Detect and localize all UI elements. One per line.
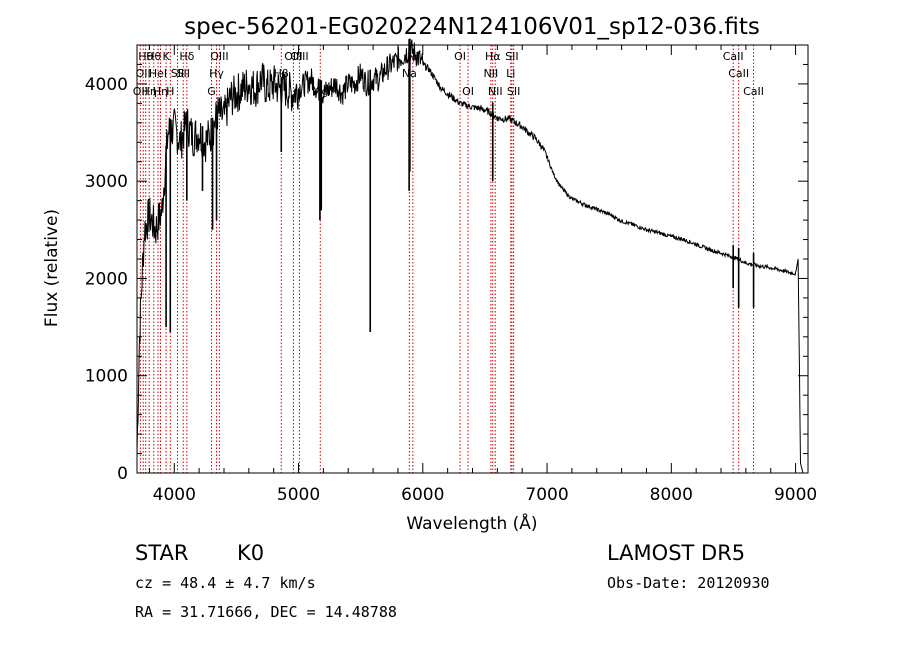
line-marker-label: H xyxy=(166,85,174,98)
line-marker-label: OII xyxy=(136,67,151,80)
line-marker-label: NII xyxy=(488,85,503,98)
line-marker-label: Hδ xyxy=(179,50,194,63)
line-marker-label: CaII xyxy=(728,67,749,80)
object-subclass: K0 xyxy=(237,541,265,565)
x-tick-label: 9000 xyxy=(774,485,817,505)
line-marker-label: Hγ xyxy=(209,67,224,80)
x-tick-label: 7000 xyxy=(525,485,568,505)
line-marker-label: OI xyxy=(454,50,466,63)
line-marker-label: CaII xyxy=(723,50,744,63)
y-tick-label: 4000 xyxy=(85,75,128,95)
obs-date-text: Obs-Date: 20120930 xyxy=(607,574,770,592)
line-marker-label: SII xyxy=(176,67,189,80)
line-marker-label: NII xyxy=(484,67,499,80)
line-marker-label: HeI xyxy=(149,67,167,80)
x-axis-label: Wavelength (Å) xyxy=(406,512,537,534)
x-tick-label: 6000 xyxy=(401,485,444,505)
line-marker-label: K xyxy=(162,50,170,63)
y-axis: 0 1000 2000 3000 4000 xyxy=(85,44,808,484)
line-marker-label: G xyxy=(207,85,216,98)
spectrum-line xyxy=(136,39,804,474)
x-tick-label: 5000 xyxy=(277,485,320,505)
line-marker-label: CaII xyxy=(743,85,764,98)
line-marker-label: Hη xyxy=(153,85,168,98)
chart-title: spec-56201-EG020224N124106V01_sp12-036.f… xyxy=(184,14,760,40)
line-marker-label: SII xyxy=(507,85,520,98)
y-tick-label: 1000 xyxy=(85,367,128,387)
y-tick-label: 2000 xyxy=(85,269,128,289)
line-marker-label: OI xyxy=(462,85,474,98)
redshift-text: cz = 48.4 ± 4.7 km/s xyxy=(135,574,316,592)
absorption-lines xyxy=(165,38,755,332)
line-marker-label: Li xyxy=(506,67,515,80)
survey-name: LAMOST DR5 xyxy=(607,541,746,565)
line-marker-label: Hθ xyxy=(138,50,153,63)
line-marker-label: Hα xyxy=(485,50,501,63)
y-tick-label: 3000 xyxy=(85,172,128,192)
line-marker-label: OIII xyxy=(210,50,228,63)
x-tick-label: 8000 xyxy=(650,485,693,505)
y-axis-label: Flux (relative) xyxy=(42,209,62,327)
object-class: STAR xyxy=(135,541,189,565)
line-marker-label: Ni xyxy=(407,50,418,63)
y-tick-label: 0 xyxy=(117,464,128,484)
line-marker-label: SII xyxy=(171,67,184,80)
line-marker-label: OIII xyxy=(290,50,308,63)
line-marker-label: Hθ xyxy=(146,50,161,63)
coordinates-text: RA = 31.71666, DEC = 14.48788 xyxy=(135,603,397,621)
line-marker-label: Hη xyxy=(142,85,157,98)
x-axis: 4000 5000 6000 7000 8000 9000 xyxy=(148,45,817,505)
x-tick-label: 4000 xyxy=(153,485,196,505)
line-marker-label: SII xyxy=(505,50,518,63)
